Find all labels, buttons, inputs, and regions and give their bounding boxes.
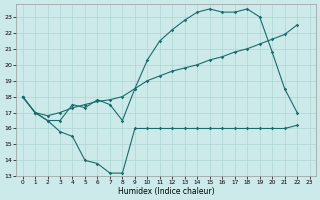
X-axis label: Humidex (Indice chaleur): Humidex (Indice chaleur)	[118, 187, 214, 196]
